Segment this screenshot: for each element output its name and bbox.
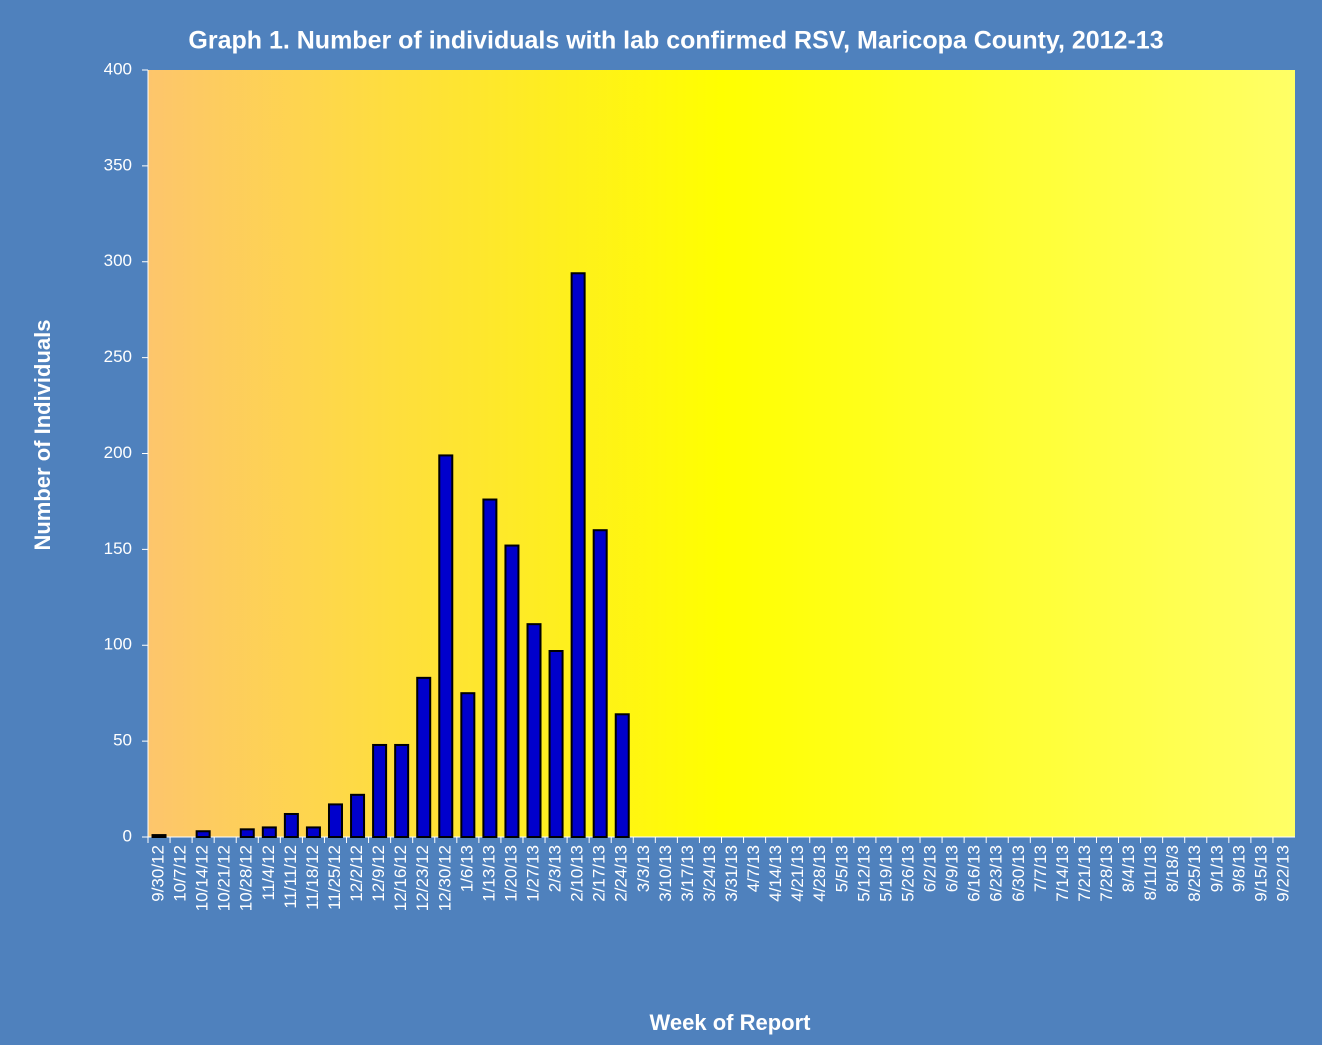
x-tick-label: 8/11/13 (1141, 845, 1160, 900)
x-tick-label: 6/9/13 (943, 845, 962, 892)
x-tick-label: 10/14/12 (193, 845, 212, 911)
x-tick-label: 11/25/12 (325, 845, 344, 910)
y-tick-label: 250 (104, 347, 132, 366)
x-tick-label: 11/18/12 (303, 845, 322, 910)
y-tick-label: 200 (104, 443, 132, 462)
x-tick-label: 10/7/12 (171, 845, 190, 902)
x-tick-label: 2/17/13 (590, 845, 609, 902)
x-tick-label: 1/20/13 (501, 845, 520, 902)
bar (327, 803, 343, 839)
x-tick-label: 10/21/12 (215, 845, 234, 911)
bar (592, 529, 608, 838)
bar (239, 828, 255, 839)
x-tick-label: 3/24/13 (700, 845, 719, 902)
bar (350, 793, 366, 839)
x-tick-label: 12/2/12 (347, 845, 366, 902)
bar (526, 623, 542, 838)
y-tick-label: 350 (104, 155, 132, 174)
x-tick-label: 2/3/13 (546, 845, 565, 892)
x-tick-label: 2/24/13 (612, 845, 631, 902)
x-tick-label: 7/28/13 (1097, 845, 1116, 902)
x-tick-label: 12/16/12 (391, 845, 410, 911)
x-tick-label: 6/30/13 (1009, 845, 1028, 902)
bar (416, 676, 432, 838)
x-tick-label: 6/23/13 (987, 845, 1006, 902)
y-tick-label: 0 (123, 826, 132, 845)
x-tick-label: 4/14/13 (766, 845, 785, 902)
x-tick-label: 9/1/13 (1207, 845, 1226, 892)
bar (438, 454, 454, 838)
x-tick-label: 8/25/13 (1185, 845, 1204, 902)
x-tick-label: 9/30/12 (149, 845, 168, 902)
bar (570, 272, 586, 838)
x-axis-label: Week of Report (650, 1010, 812, 1035)
plot-area (148, 70, 1295, 837)
x-tick-label: 8/4/13 (1119, 845, 1138, 892)
x-tick-label: 11/11/12 (281, 845, 300, 909)
x-tick-label: 7/7/13 (1031, 845, 1050, 892)
x-tick-label: 4/28/13 (810, 845, 829, 902)
bar (151, 834, 167, 839)
x-tick-label: 5/5/13 (832, 845, 851, 892)
x-tick-label: 5/26/13 (898, 845, 917, 902)
x-tick-label: 6/2/13 (921, 845, 940, 892)
x-tick-label: 3/3/13 (634, 845, 653, 892)
chart-title: Graph 1. Number of individuals with lab … (188, 27, 1163, 55)
x-tick-label: 1/13/13 (479, 845, 498, 902)
bar (548, 650, 564, 838)
x-tick-label: 7/21/13 (1075, 845, 1094, 902)
x-tick-label: 10/28/12 (237, 845, 256, 911)
y-axis-label: Number of Individuals (30, 319, 55, 550)
bar (283, 812, 299, 838)
bar (504, 544, 520, 838)
x-tick-label: 9/15/13 (1251, 845, 1270, 902)
x-tick-label: 11/4/12 (259, 845, 278, 900)
x-tick-label: 4/7/13 (744, 845, 763, 892)
x-tick-label: 3/10/13 (656, 845, 675, 902)
x-tick-label: 3/17/13 (678, 845, 697, 902)
y-tick-label: 50 (113, 731, 132, 750)
x-tick-label: 7/14/13 (1053, 845, 1072, 902)
y-tick-label: 400 (104, 59, 132, 78)
y-tick-label: 300 (104, 251, 132, 270)
x-tick-label: 5/12/13 (854, 845, 873, 902)
bar (394, 743, 410, 839)
x-tick-label: 1/27/13 (523, 845, 542, 902)
bar (261, 826, 277, 838)
x-tick-label: 12/23/12 (413, 845, 432, 911)
y-tick-label: 150 (104, 539, 132, 558)
bar (614, 713, 630, 839)
x-tick-label: 12/9/12 (369, 845, 388, 902)
x-tick-label: 1/6/13 (457, 845, 476, 892)
x-tick-label: 8/18/3 (1163, 845, 1182, 892)
x-tick-label: 3/31/13 (722, 845, 741, 902)
x-tick-label: 9/22/13 (1273, 845, 1292, 902)
x-tick-label: 12/30/12 (435, 845, 454, 911)
x-tick-label: 4/21/13 (788, 845, 807, 902)
x-tick-label: 5/19/13 (876, 845, 895, 902)
bar (195, 830, 211, 838)
bar (482, 498, 498, 838)
x-tick-label: 2/10/13 (568, 845, 587, 902)
x-tick-label: 6/16/13 (965, 845, 984, 902)
bar (372, 743, 388, 839)
bar (460, 692, 476, 838)
bar (305, 826, 321, 838)
x-tick-label: 9/8/13 (1229, 845, 1248, 892)
y-tick-label: 100 (104, 635, 132, 654)
